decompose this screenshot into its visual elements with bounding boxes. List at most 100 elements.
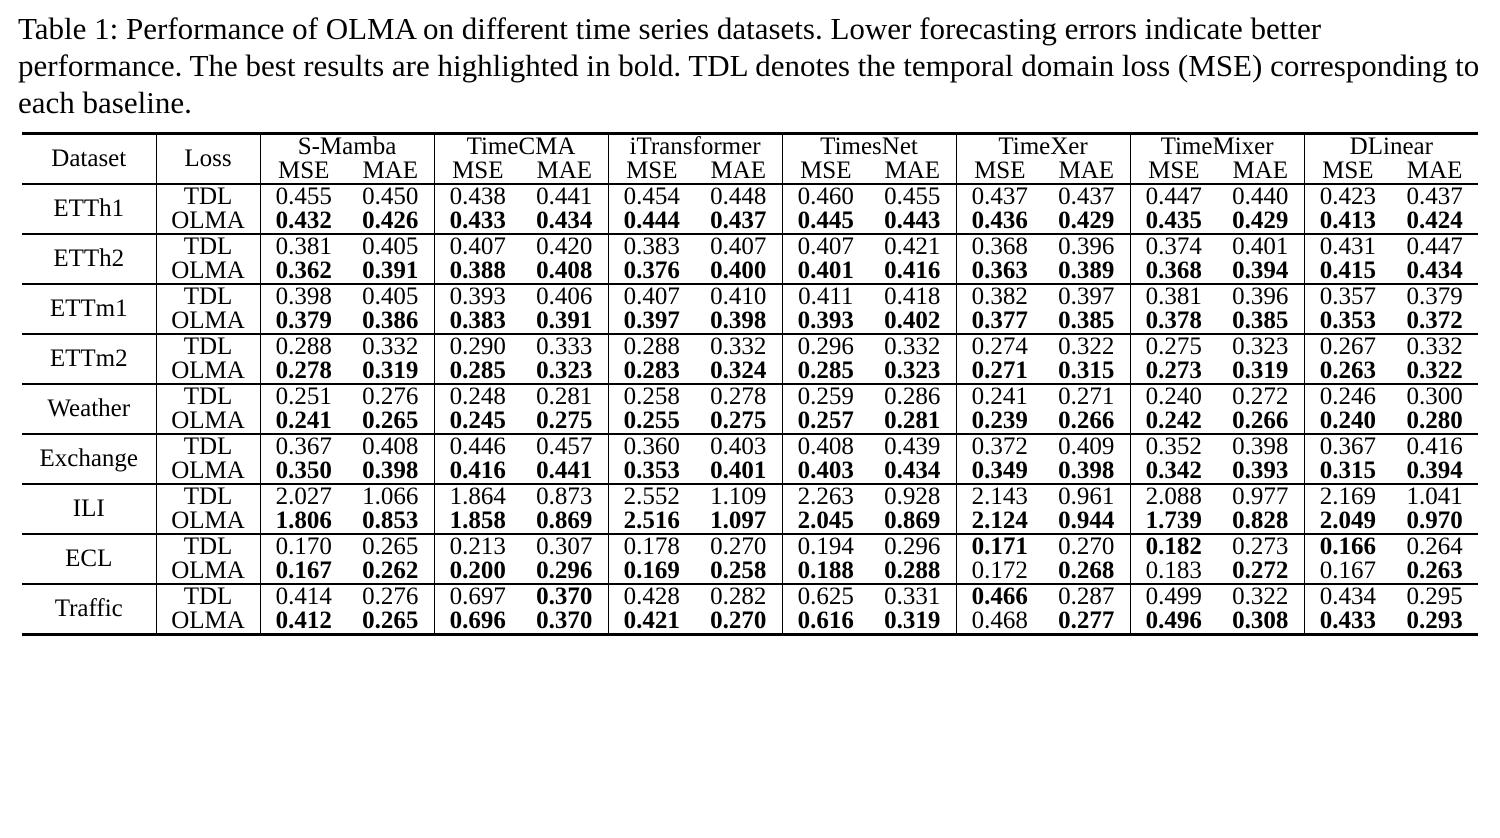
value-cell: 0.248 (433, 384, 522, 409)
dataset-cell: ILI (72, 495, 105, 522)
value-cell: 0.416 (884, 257, 941, 284)
value-cell: 0.239 (955, 408, 1044, 434)
loss-label-cell: TDL (155, 334, 260, 359)
value-cell: 0.188 (781, 558, 870, 584)
value-cell: 0.281 (536, 383, 593, 410)
value-cell: 0.441 (536, 457, 593, 484)
value-cell: 0.323 (536, 357, 593, 384)
value-cell: 0.447 (1129, 184, 1218, 209)
table-row: ETTh1 TDL 0.455 0.450 0.438 0.441 0.454 0.448 0.… (22, 183, 1479, 221)
loss-label-cell: TDL (155, 284, 260, 309)
header-metric-mae: MAE (710, 157, 767, 184)
value-cell: 0.407 (710, 233, 767, 260)
value-cell: 0.278 (259, 358, 347, 384)
table-row: Exchange TDL 0.367 0.408 0.446 0.457 0.360 0.40… (22, 433, 1479, 471)
value-cell: 2.045 (781, 508, 870, 534)
value-cell: 0.977 (1232, 483, 1289, 510)
value-cell: 1.858 (433, 508, 522, 534)
header-model: TimesNet (781, 133, 957, 159)
value-cell: 1.097 (710, 507, 767, 534)
value-cell: 0.420 (536, 233, 593, 260)
header-model: TimeCMA (433, 133, 609, 159)
value-cell: 0.276 (362, 383, 419, 410)
value-cell: 0.275 (536, 407, 593, 434)
table-row: OLMA 0.278 0.319 0.285 0.323 0.283 0.324 0.285 0… (22, 357, 1478, 384)
results-table: Dataset Loss S-Mamba TimeCMA iTransforme… (22, 132, 1479, 636)
value-cell: 0.353 (607, 458, 696, 484)
table-row: ETTm1 TDL 0.398 0.405 0.393 0.406 0.407 0.410 0.… (22, 283, 1479, 321)
value-cell: 0.293 (1406, 607, 1463, 634)
value-cell: 0.441 (536, 183, 593, 210)
value-cell: 0.270 (710, 607, 767, 634)
loss-label-cell: TDL (155, 484, 260, 509)
value-cell: 2.552 (607, 484, 696, 509)
value-cell: 0.319 (884, 607, 941, 634)
value-cell: 0.616 (781, 608, 870, 635)
header-metric-mae: MAE (536, 157, 593, 184)
value-cell: 0.434 (884, 457, 941, 484)
table-row: OLMA 0.379 0.386 0.383 0.391 0.397 0.398 0.393 0… (22, 307, 1478, 334)
value-cell: 0.275 (710, 407, 767, 434)
value-cell: 2.263 (781, 484, 870, 509)
loss-label-cell: OLMA (155, 608, 260, 635)
value-cell: 0.406 (536, 283, 593, 310)
loss-label-cell: OLMA (155, 208, 260, 234)
value-cell: 1.864 (433, 484, 522, 509)
value-cell: 0.407 (781, 234, 870, 259)
value-cell: 0.263 (1303, 358, 1392, 384)
value-cell: 0.315 (1303, 458, 1392, 484)
dataset-cell: Traffic (54, 595, 123, 622)
value-cell: 0.437 (955, 184, 1044, 209)
table-row: ETTh2 TDL 0.381 0.405 0.407 0.420 0.383 0.407 0.… (22, 233, 1479, 271)
value-cell: 0.362 (259, 258, 347, 284)
value-cell: 2.088 (1129, 484, 1218, 509)
value-cell: 0.429 (1058, 207, 1115, 234)
value-cell: 0.270 (1058, 533, 1115, 560)
loss-label-cell: TDL (155, 584, 260, 609)
value-cell: 0.407 (433, 234, 522, 259)
value-cell: 0.271 (1058, 383, 1115, 410)
value-cell: 0.194 (781, 534, 870, 559)
value-cell: 2.169 (1303, 484, 1392, 509)
header-metric-mse: MSE (1303, 158, 1392, 184)
value-cell: 0.372 (1406, 307, 1463, 334)
value-cell: 0.418 (884, 283, 941, 310)
table-row: OLMA 0.167 0.262 0.200 0.296 0.169 0.258 0.188 0… (22, 557, 1478, 584)
value-cell: 0.353 (1303, 308, 1392, 334)
value-cell: 0.393 (1232, 457, 1289, 484)
value-cell: 0.266 (1232, 407, 1289, 434)
value-cell: 0.398 (1058, 457, 1115, 484)
value-cell: 0.409 (1058, 433, 1115, 460)
dataset-cell: ECL (65, 545, 113, 572)
value-cell: 0.443 (884, 207, 941, 234)
header-metric-mse: MSE (607, 158, 696, 184)
value-cell: 0.432 (259, 208, 347, 234)
value-cell: 0.278 (710, 383, 767, 410)
value-cell: 0.245 (433, 408, 522, 434)
value-cell: 0.437 (1058, 183, 1115, 210)
value-cell: 0.171 (955, 534, 1044, 559)
table-row: OLMA 0.412 0.265 0.696 0.370 0.421 0.270 0.616 0… (22, 607, 1479, 635)
value-cell: 0.368 (955, 234, 1044, 259)
value-cell: 0.257 (781, 408, 870, 434)
value-cell: 0.296 (536, 557, 593, 584)
table-row: OLMA 0.362 0.391 0.388 0.408 0.376 0.400 0.401 0… (22, 257, 1478, 284)
value-cell: 0.383 (433, 308, 522, 334)
value-cell: 0.258 (607, 384, 696, 409)
table-row: Traffic TDL 0.414 0.276 0.697 0.370 0.428 0.282… (22, 584, 1479, 621)
value-cell: 0.429 (1232, 207, 1289, 234)
value-cell: 0.394 (1406, 457, 1463, 484)
value-cell: 0.367 (259, 434, 347, 459)
value-cell: 0.274 (955, 334, 1044, 359)
value-cell: 0.370 (536, 607, 593, 634)
value-cell: 0.381 (1129, 284, 1218, 309)
header-metric-mse: MSE (955, 158, 1044, 184)
value-cell: 0.319 (1232, 357, 1289, 384)
value-cell: 0.240 (1129, 384, 1218, 409)
value-cell: 0.869 (884, 507, 941, 534)
value-cell: 0.696 (433, 608, 522, 635)
value-cell: 0.421 (607, 608, 696, 635)
value-cell: 0.407 (607, 284, 696, 309)
value-cell: 0.455 (259, 184, 347, 209)
value-cell: 0.262 (362, 557, 419, 584)
